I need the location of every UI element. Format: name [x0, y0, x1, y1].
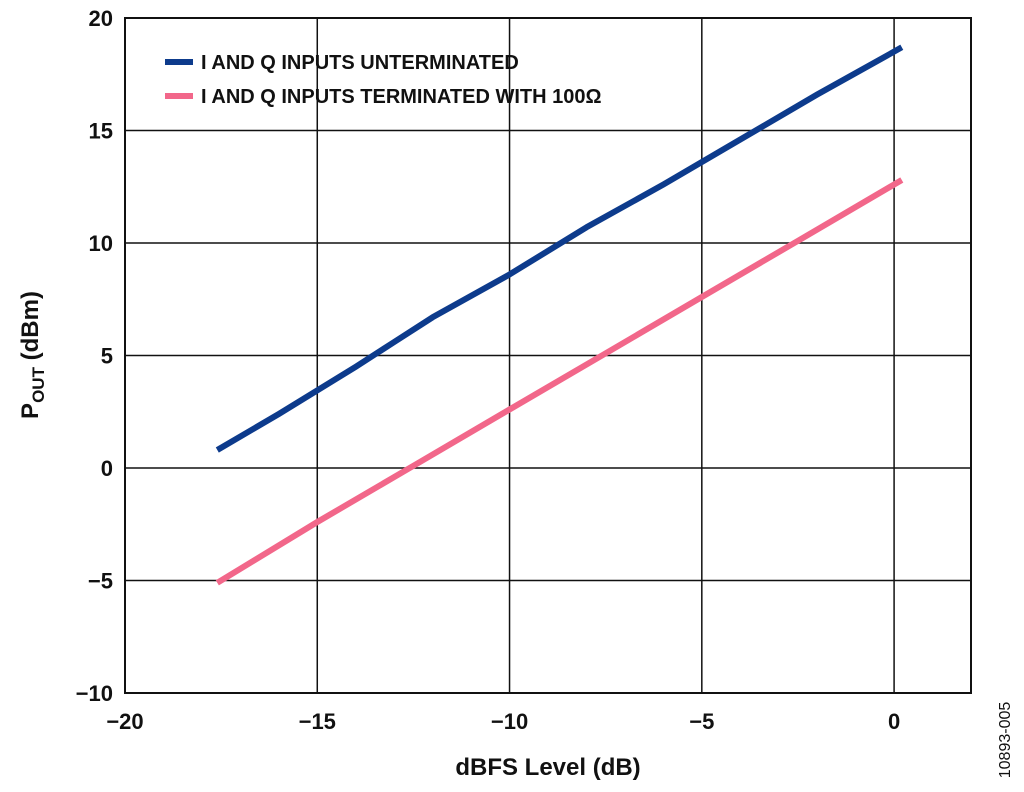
- x-tick-label: −20: [106, 709, 143, 734]
- y-tick-label: 5: [101, 344, 113, 369]
- y-axis-label-unit: (dBm): [17, 291, 44, 367]
- legend-label-1: I AND Q INPUTS UNTERMINATED: [201, 52, 519, 74]
- y-tick-label: 0: [101, 456, 113, 481]
- x-axis-label: dBFS Level (dB): [455, 754, 640, 781]
- y-axis-label-subscript: OUT: [29, 366, 48, 403]
- y-tick-label: −5: [88, 569, 113, 594]
- grid: [124, 17, 971, 694]
- x-tick-labels: −20 −15 −10 −5 0: [106, 709, 900, 734]
- y-axis-label-main: P: [17, 403, 44, 419]
- series-line-1: [215, 44, 904, 453]
- legend-label-2: I AND Q INPUTS TERMINATED WITH 100Ω: [201, 86, 602, 108]
- legend: I AND Q INPUTS UNTERMINATED I AND Q INPUT…: [165, 52, 602, 108]
- x-tick-label: 0: [888, 709, 900, 734]
- y-tick-label: −10: [76, 681, 113, 706]
- figure-id: 10893-005: [997, 702, 1014, 779]
- y-axis-label: POUT (dBm): [17, 291, 48, 419]
- series-line-2: [215, 177, 904, 586]
- y-tick-label: 10: [89, 231, 113, 256]
- x-tick-label: −5: [689, 709, 714, 734]
- x-tick-label: −15: [299, 709, 336, 734]
- plot-frame: [124, 17, 972, 694]
- y-tick-label: 20: [89, 6, 113, 31]
- series-layer: [215, 44, 904, 586]
- y-tick-labels: −10 −5 0 5 10 15 20: [76, 6, 113, 706]
- y-tick-label: 15: [89, 119, 113, 144]
- x-tick-label: −10: [491, 709, 528, 734]
